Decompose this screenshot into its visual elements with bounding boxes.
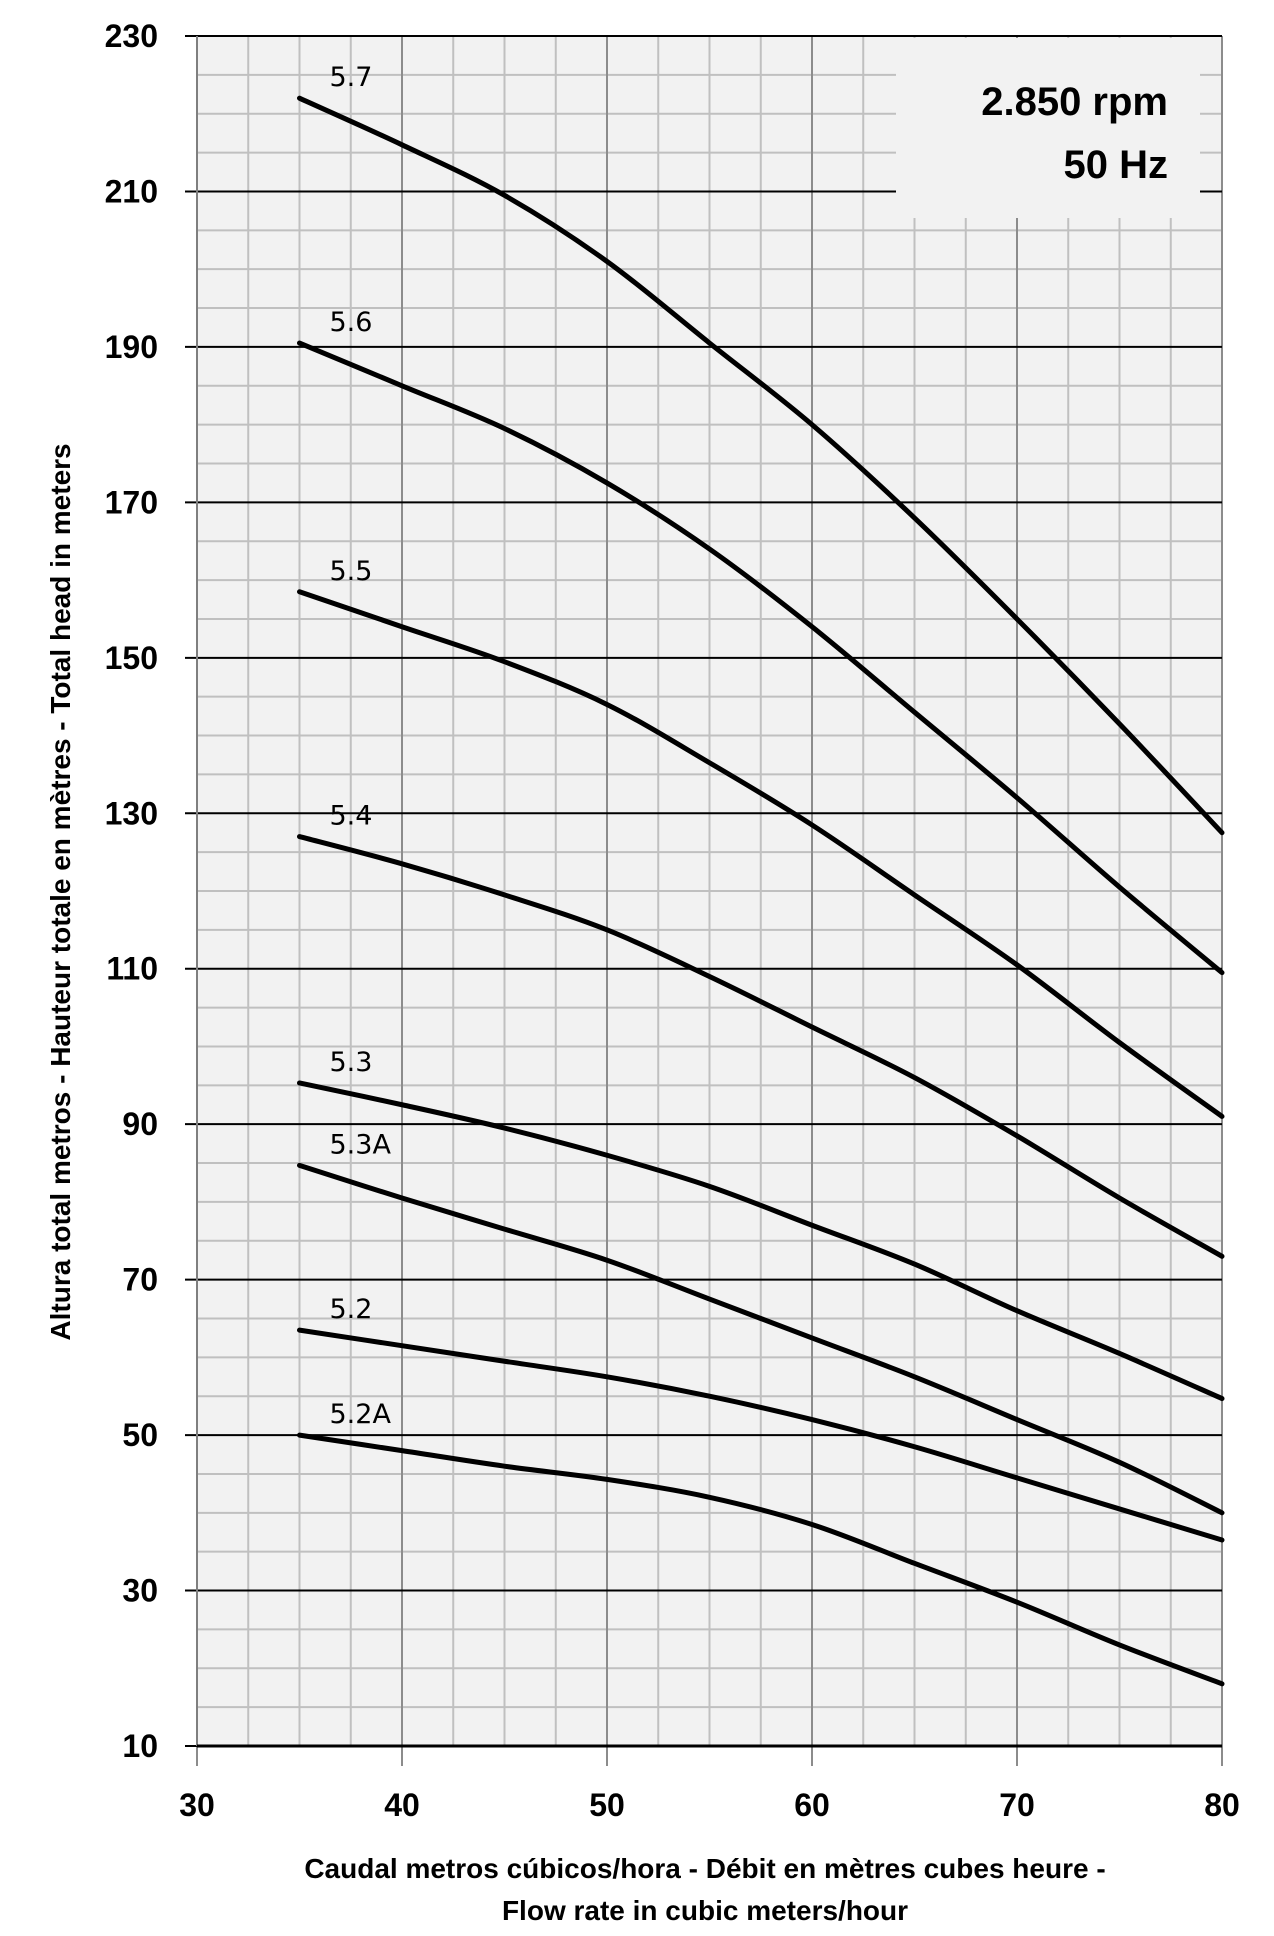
x-axis-label-line2: Flow rate in cubic meters/hour (502, 1895, 908, 1926)
grid (185, 35, 1223, 1766)
curve-label: 5.3 (330, 1047, 373, 1078)
x-tick-label: 30 (179, 1787, 215, 1823)
x-tick-label: 60 (794, 1787, 830, 1823)
y-tick-label: 110 (106, 951, 158, 987)
curve-5-7 (297, 95, 1225, 836)
y-tick-label: 50 (122, 1417, 158, 1453)
tick-labels: 30 40 50 60 70 80 10 30 50 70 90 110 130 150 170 190 210… (105, 18, 1240, 1823)
y-axis-label: Altura total metros - Hauteur totale en … (45, 443, 76, 1340)
x-tick-label: 40 (384, 1787, 420, 1823)
annotation-background (896, 38, 1200, 218)
curve-5-6 (297, 340, 1225, 976)
curve-label: 5.3A (330, 1129, 392, 1160)
y-tick-label: 170 (105, 484, 158, 520)
curve-label: 5.7 (330, 62, 373, 93)
curve-label: 5.5 (330, 556, 373, 587)
curve-5-4 (297, 834, 1225, 1259)
y-tick-label: 90 (122, 1106, 158, 1142)
curve-label: 5.2A (330, 1399, 392, 1430)
y-tick-label: 30 (122, 1573, 158, 1609)
x-tick-label: 50 (589, 1787, 625, 1823)
y-tick-label: 130 (105, 795, 158, 831)
y-tick-label: 210 (105, 173, 158, 209)
curve-5-3 (297, 1080, 1225, 1402)
annotation-rpm: 2.850 rpm (981, 80, 1168, 124)
y-tick-label: 230 (105, 18, 158, 54)
curve-label: 5.6 (330, 307, 373, 338)
curves: 5.7 5.6 5.5 5.4 5.3 5.3A 5.2 5.2A (297, 62, 1225, 1687)
y-tick-label: 150 (105, 640, 158, 676)
curve-5-5 (297, 589, 1225, 1119)
curve-5-2a (297, 1432, 1225, 1687)
curve-5-3a (297, 1162, 1225, 1516)
y-tick-label: 10 (122, 1728, 158, 1764)
curve-label: 5.4 (330, 801, 373, 832)
annotation-box: 2.850 rpm 50 Hz (896, 38, 1200, 218)
x-axis-label-line1: Caudal metros cúbicos/hora - Débit en mè… (304, 1853, 1105, 1884)
y-tick-label: 70 (122, 1262, 158, 1298)
annotation-frequency: 50 Hz (1064, 143, 1169, 187)
x-tick-label: 80 (1204, 1787, 1240, 1823)
curve-5-2 (297, 1327, 1225, 1543)
y-tick-label: 190 (105, 329, 158, 365)
curve-label: 5.2 (330, 1294, 373, 1325)
x-tick-label: 70 (999, 1787, 1035, 1823)
